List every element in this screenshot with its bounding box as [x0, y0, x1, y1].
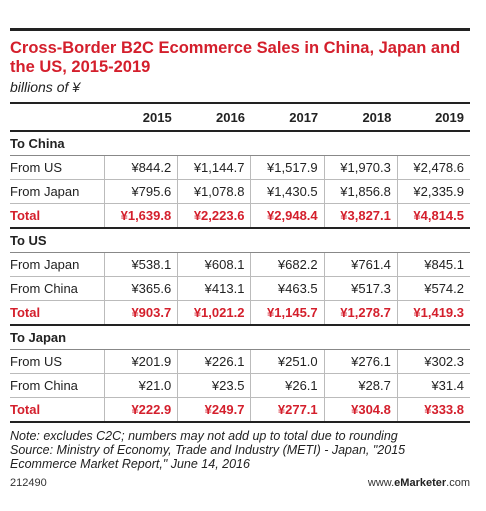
total-row: Total ¥1,639.8 ¥2,223.6 ¥2,948.4 ¥3,827.1 ¥4,… [10, 203, 470, 229]
table-cell: ¥1,856.8 [323, 179, 398, 204]
column-header [10, 102, 105, 132]
report-frame: Cross-Border B2C Ecommerce Sales in Chin… [10, 28, 470, 489]
table-cell: ¥21.0 [103, 373, 178, 398]
table-cell: ¥413.1 [177, 276, 251, 301]
table-row: From US ¥201.9 ¥226.1 ¥251.0 ¥276.1 ¥302.3 [10, 349, 470, 374]
column-header: 2019 [397, 102, 470, 132]
row-label: From China [10, 373, 105, 398]
table-cell: ¥2,478.6 [396, 155, 470, 180]
brand-prefix: www. [367, 477, 395, 489]
column-header: 2016 [177, 102, 251, 132]
column-header: 2017 [250, 102, 325, 132]
row-label: From US [10, 349, 105, 374]
table-cell: ¥844.2 [103, 155, 178, 180]
table-cell: ¥1,144.7 [177, 155, 251, 180]
table-cell: ¥608.1 [177, 252, 251, 277]
notes: Note: excludes C2C; numbers may not add … [10, 429, 470, 471]
brand-link[interactable]: www.eMarketer.com [368, 477, 470, 489]
table-row: From US ¥844.2 ¥1,144.7 ¥1,517.9 ¥1,970.3 ¥2,… [10, 155, 470, 180]
table-cell: ¥3,827.1 [323, 203, 398, 229]
table-cell: ¥4,814.5 [396, 203, 470, 229]
table-row: From China ¥365.6 ¥413.1 ¥463.5 ¥517.3 ¥574.2 [10, 276, 470, 301]
row-label: Total [10, 397, 105, 423]
table-cell: ¥302.3 [396, 349, 470, 374]
brand-name: eMarketer [394, 477, 447, 489]
table-cell: ¥1,278.7 [323, 300, 398, 326]
note-text: Note: excludes C2C; numbers may not add … [10, 429, 398, 443]
total-row: Total ¥903.7 ¥1,021.2 ¥1,145.7 ¥1,278.7 ¥1,41… [10, 300, 470, 326]
top-rule [10, 28, 470, 31]
section-title: To Japan [10, 325, 470, 350]
table-cell: ¥276.1 [323, 349, 398, 374]
table-body: To China From US ¥844.2 ¥1,144.7 ¥1,517.9 ¥1,… [10, 131, 470, 423]
section-title: To China [10, 131, 470, 156]
total-row: Total ¥222.9 ¥249.7 ¥277.1 ¥304.8 ¥333.8 [10, 397, 470, 423]
section-header-row: To US [10, 228, 470, 253]
table-cell: ¥251.0 [250, 349, 325, 374]
chart-id: 212490 [10, 477, 47, 489]
table-cell: ¥201.9 [103, 349, 178, 374]
column-header: 2018 [324, 102, 398, 132]
table-cell: ¥761.4 [323, 252, 398, 277]
table-cell: ¥2,223.6 [177, 203, 251, 229]
row-label: From Japan [10, 252, 105, 277]
section-header-row: To China [10, 131, 470, 156]
page-title: Cross-Border B2C Ecommerce Sales in Chin… [10, 39, 461, 76]
table-cell: ¥2,948.4 [250, 203, 325, 229]
table-cell: ¥463.5 [250, 276, 325, 301]
table-cell: ¥1,021.2 [177, 300, 251, 326]
table-cell: ¥2,335.9 [396, 179, 470, 204]
table-row: From China ¥21.0 ¥23.5 ¥26.1 ¥28.7 ¥31.4 [10, 373, 470, 398]
table-cell: ¥28.7 [323, 373, 398, 398]
table-cell: ¥1,517.9 [250, 155, 325, 180]
table-cell: ¥365.6 [103, 276, 178, 301]
row-label: Total [10, 300, 105, 326]
data-table: 2015 2016 2017 2018 2019 To China From US… [10, 102, 470, 423]
table-row: From Japan ¥538.1 ¥608.1 ¥682.2 ¥761.4 ¥845.1 [10, 252, 470, 277]
row-label: Total [10, 203, 105, 229]
source-text: Source: Ministry of Economy, Trade and I… [10, 443, 406, 471]
table-cell: ¥538.1 [103, 252, 178, 277]
table-cell: ¥517.3 [323, 276, 398, 301]
table-cell: ¥277.1 [250, 397, 325, 423]
brand-suffix: .com [446, 477, 470, 489]
table-cell: ¥226.1 [177, 349, 251, 374]
table-cell: ¥1,145.7 [250, 300, 325, 326]
footer: 212490 www.eMarketer.com [10, 477, 470, 489]
table-cell: ¥1,639.8 [103, 203, 178, 229]
table-cell: ¥903.7 [103, 300, 178, 326]
table-cell: ¥682.2 [250, 252, 325, 277]
table-cell: ¥795.6 [103, 179, 178, 204]
header-row: 2015 2016 2017 2018 2019 [10, 102, 470, 132]
section-title: To US [10, 228, 470, 253]
table-cell: ¥304.8 [323, 397, 398, 423]
table-cell: ¥222.9 [103, 397, 178, 423]
table-cell: ¥333.8 [396, 397, 470, 423]
table-cell: ¥574.2 [396, 276, 470, 301]
table-cell: ¥845.1 [396, 252, 470, 277]
table-cell: ¥23.5 [177, 373, 251, 398]
page-subtitle: billions of ¥ [10, 79, 81, 95]
table-cell: ¥1,430.5 [250, 179, 325, 204]
row-label: From China [10, 276, 105, 301]
table-cell: ¥26.1 [250, 373, 325, 398]
table-cell: ¥31.4 [396, 373, 470, 398]
table-cell: ¥1,970.3 [323, 155, 398, 180]
column-header: 2015 [104, 102, 178, 132]
table-cell: ¥1,419.3 [396, 300, 470, 326]
section-header-row: To Japan [10, 325, 470, 350]
row-label: From Japan [10, 179, 105, 204]
table-cell: ¥1,078.8 [177, 179, 251, 204]
table-cell: ¥249.7 [177, 397, 251, 423]
row-label: From US [10, 155, 105, 180]
table-row: From Japan ¥795.6 ¥1,078.8 ¥1,430.5 ¥1,856.8… [10, 179, 470, 204]
